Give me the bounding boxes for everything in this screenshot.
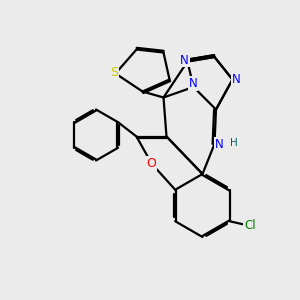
Text: N: N bbox=[232, 73, 241, 86]
Text: Cl: Cl bbox=[244, 219, 256, 232]
Text: N: N bbox=[188, 77, 197, 90]
Text: N: N bbox=[214, 137, 224, 151]
Text: H: H bbox=[230, 137, 238, 148]
Text: O: O bbox=[147, 157, 156, 170]
Text: S: S bbox=[110, 66, 118, 80]
Text: N: N bbox=[180, 53, 189, 67]
